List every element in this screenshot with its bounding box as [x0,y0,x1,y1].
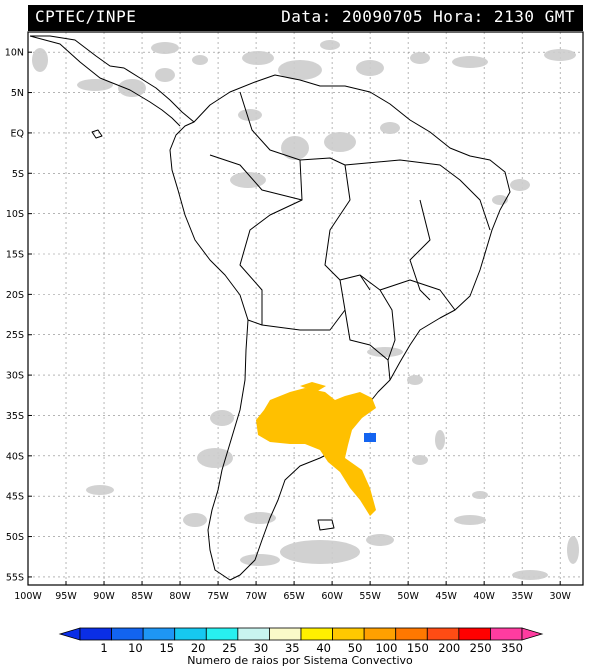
colorbar-label: 1 [100,641,107,655]
longitude-tick-label: 95W [55,591,77,602]
convective-system-blue [364,433,376,442]
map-border [27,31,584,586]
latitude-tick-label: EQ [11,128,24,139]
colorbar-swatch [458,627,491,641]
latitude-tick-label: 50S [6,532,24,543]
longitude-tick-label: 100W [14,591,42,602]
longitude-tick-label: 60W [321,591,343,602]
latitude-tick-label: 30S [6,371,24,382]
colorbar-swatch [300,627,333,641]
colorbar-label: 150 [407,641,429,655]
colorbar-swatch [269,627,302,641]
longitude-tick-label: 80W [169,591,191,602]
latitude-tick-label: 35S [6,411,24,422]
colorbar-swatch [111,627,144,641]
map-frame [28,32,583,585]
latitude-tick-label: 25S [6,330,24,341]
date-time-label: Data: 20090705 Hora: 2130 GMT [281,7,575,26]
colorbar-label: 350 [501,641,523,655]
latitude-tick-label: 5S [12,169,24,180]
source-label: CPTEC/INPE [35,7,137,26]
longitude-tick-label: 90W [93,591,115,602]
colorbar-label: 50 [348,641,363,655]
latitude-tick-label: 45S [6,492,24,503]
latitude-tick-label: 15S [6,250,24,261]
longitude-tick-label: 30W [549,591,571,602]
colorbar-arrow-left [58,627,81,641]
colorbar-swatch [490,627,523,641]
grid-lines [28,32,583,585]
colorbar-swatch [332,627,365,641]
longitude-tick-label: 75W [207,591,229,602]
colorbar-swatch [237,627,270,641]
latitude-labels: 10N 5N EQ 5S 10S 15S 20S 25S 30S 35S 40S 45S 50S 55S [5,48,32,583]
latitude-tick-label: 5N [11,88,24,99]
colorbar-label: 10 [128,641,143,655]
longitude-labels: 100W 95W 90W 85W 80W 75W 70W 65W 60W 55W 50W 45W 40W… [14,581,572,602]
colorbar-swatch [426,627,460,641]
longitude-tick-label: 45W [435,591,457,602]
longitude-tick-label: 70W [245,591,267,602]
colorbar-swatch [363,627,397,641]
colorbar-swatch [395,627,428,641]
colorbar-label: 100 [375,641,397,655]
colorbar-swatch [174,627,207,641]
longitude-tick-label: 55W [359,591,381,602]
colorbar-swatch [205,627,239,641]
colorbar-label: 40 [316,641,331,655]
longitude-tick-label: 35W [511,591,533,602]
map-header: CPTEC/INPE Data: 20090705 Hora: 2130 GMT [28,5,583,31]
colorbar-label: 250 [470,641,492,655]
longitude-tick-label: 85W [131,591,153,602]
colorbar-label: 15 [159,641,174,655]
longitude-tick-label: 50W [397,591,419,602]
latitude-tick-label: 10N [5,48,24,59]
longitude-tick-label: 65W [283,591,305,602]
colorbar-label: 35 [285,641,300,655]
colorbar-label: 200 [438,641,460,655]
colorbar-title: Numero de raios por Sistema Convectivo [187,654,413,667]
colorbar-swatch [142,627,176,641]
latitude-tick-label: 20S [6,290,24,301]
latitude-tick-label: 55S [6,572,24,583]
latitude-tick-label: 10S [6,209,24,220]
cloud-cover [32,40,579,580]
colorbar-arrow-right [521,627,544,641]
colorbar-label: 20 [191,641,206,655]
convective-systems-orange [256,382,376,516]
colorbar: 1 10 15 20 25 30 35 40 50 100 150 200 250 350 [58,627,544,655]
longitude-tick-label: 40W [473,591,495,602]
colorbar-swatch [79,627,112,641]
colorbar-label: 30 [254,641,269,655]
colorbar-label: 25 [222,641,237,655]
latitude-tick-label: 40S [6,451,24,462]
